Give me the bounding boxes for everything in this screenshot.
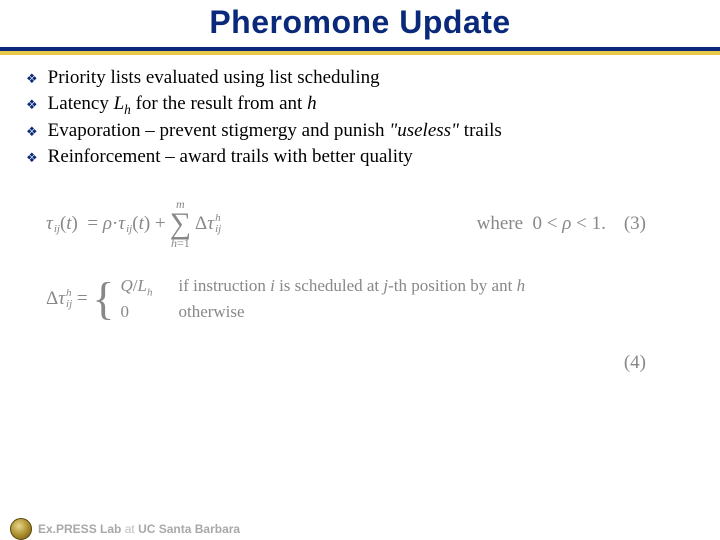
eq4-number-row: (4) — [46, 352, 646, 374]
case-row: Q/Lh if instruction i is scheduled at j-… — [120, 274, 525, 301]
bullet-icon: ❖ — [26, 70, 38, 88]
equation-3: τ ij(t) = ρ · τ ij(t) + m ∑ h=1 Δτhij wh… — [46, 196, 646, 252]
list-item: ❖ Reinforcement – award trails with bett… — [26, 144, 694, 170]
slide-title: Pheromone Update — [0, 4, 720, 41]
title-area: Pheromone Update — [0, 0, 720, 47]
sigma-icon: ∑ — [170, 210, 191, 237]
bullet-text: Reinforcement – award trails with better… — [48, 144, 413, 170]
case-row: 0 otherwise — [120, 300, 525, 324]
eq4-expression: Δτhij = { Q/Lh if instruction i is sched… — [46, 274, 646, 325]
bullet-text: Evaporation – prevent stigmergy and puni… — [48, 118, 502, 144]
brace-icon: { — [92, 281, 114, 318]
seal-icon — [10, 518, 32, 540]
list-item: ❖ Evaporation – prevent stigmergy and pu… — [26, 118, 694, 144]
footer-at: at — [121, 522, 138, 536]
bullet-text: Latency Lh for the result from ant h — [48, 91, 317, 119]
list-item: ❖ Latency Lh for the result from ant h — [26, 91, 694, 119]
content-area: ❖ Priority lists evaluated using list sc… — [0, 55, 720, 374]
footer-lab: Ex.PRESS Lab — [38, 522, 121, 536]
formula-area: τ ij(t) = ρ · τ ij(t) + m ∑ h=1 Δτhij wh… — [26, 196, 694, 374]
eq3-where: where 0 < ρ < 1. — [477, 213, 606, 235]
bullet-icon: ❖ — [26, 96, 38, 114]
bullet-list: ❖ Priority lists evaluated using list sc… — [26, 65, 694, 170]
footer-uni: UC Santa Barbara — [138, 522, 240, 536]
list-item: ❖ Priority lists evaluated using list sc… — [26, 65, 694, 91]
bullet-icon: ❖ — [26, 149, 38, 167]
footer: Ex.PRESS Lab at UC Santa Barbara — [0, 518, 720, 540]
eq3-expression: τ ij(t) = ρ · τ ij(t) + m ∑ h=1 Δτhij — [46, 198, 457, 249]
footer-text: Ex.PRESS Lab at UC Santa Barbara — [38, 522, 240, 536]
bullet-text: Priority lists evaluated using list sche… — [48, 65, 380, 91]
eq3-number: (3) — [624, 213, 646, 235]
sigma-lower: h=1 — [171, 237, 190, 249]
equation-4: Δτhij = { Q/Lh if instruction i is sched… — [46, 274, 646, 330]
bullet-icon: ❖ — [26, 123, 38, 141]
divider — [0, 47, 720, 55]
eq4-number: (4) — [624, 352, 646, 373]
